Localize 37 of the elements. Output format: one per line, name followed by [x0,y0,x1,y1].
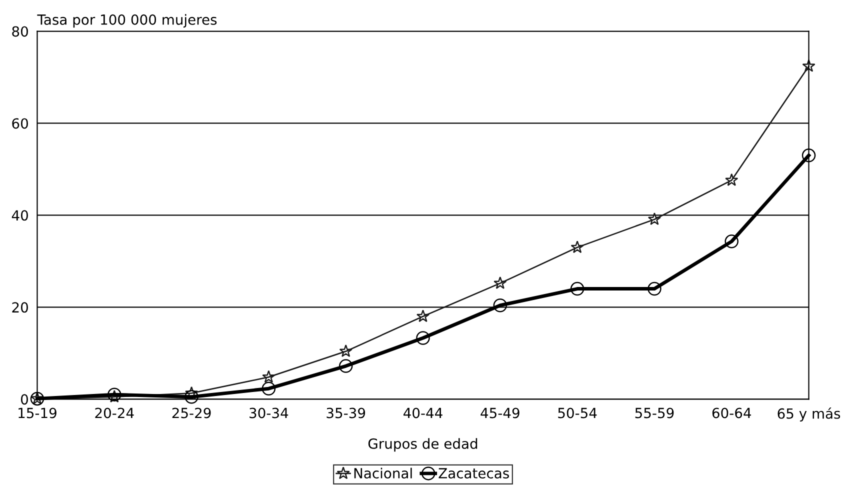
x-tick-label: 35-39 [326,408,366,418]
x-tick-label: 15-19 [18,408,56,418]
point [262,370,276,383]
x-axis-title: Grupos de edad [368,438,478,452]
legend-label: Zacatecas [438,468,509,479]
y-tick-label: 20 [12,302,28,313]
y-tick-label: 40 [12,210,28,221]
point [648,212,662,226]
point [493,298,508,312]
x-tick-label: 20-24 [95,408,134,418]
x-tick-label: 40-44 [404,408,442,418]
point [184,390,198,404]
x-tick-label: 55-59 [635,408,674,418]
y-axis-title: Tasa por 100 000 mujeres [37,14,217,28]
point [724,234,738,248]
point [570,282,584,296]
point [725,173,738,186]
point [339,344,352,358]
x-tick-label: 30-34 [250,408,288,418]
point [416,331,430,345]
x-tick-label: 45-49 [480,408,520,418]
y-tick-label: 0 [20,394,28,405]
x-tick-label: 25-29 [172,408,211,418]
x-tick-label: 50-54 [558,408,597,418]
x-tick-label: 65 y más [778,408,840,422]
x-tick-label: 60-64 [712,408,752,418]
point [262,382,276,396]
point [802,148,816,162]
point [802,59,816,72]
legend-label: Nacional [354,468,412,479]
point [494,276,507,289]
y-tick-label: 60 [12,118,28,129]
point [338,359,353,373]
y-tick-label: 80 [12,26,28,37]
point [648,282,662,296]
point [570,240,584,254]
point [416,310,430,322]
